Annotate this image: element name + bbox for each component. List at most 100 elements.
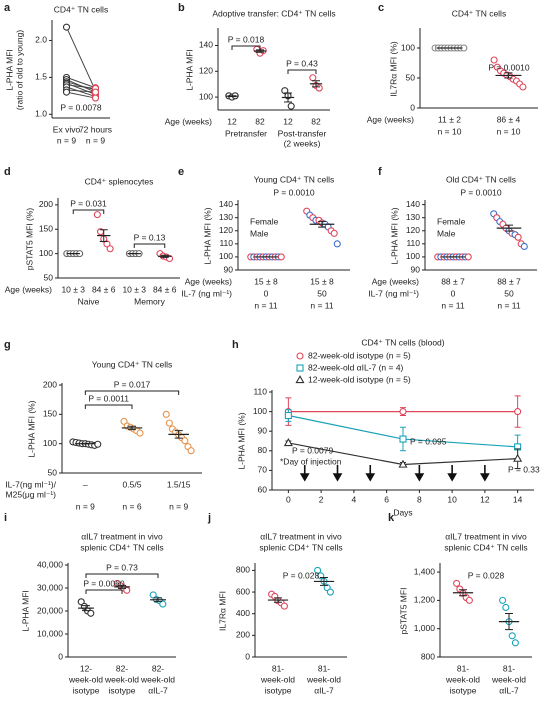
y-tick-label: 140 xyxy=(406,199,420,209)
data-point xyxy=(398,459,408,468)
y-tick-label: 0 xyxy=(410,102,415,112)
p-value: P = 0.028 xyxy=(283,570,320,580)
y-axis-label: IL7Rα MFI (%) xyxy=(388,41,398,97)
injection-arrow xyxy=(447,465,458,482)
sem-bar xyxy=(154,597,162,603)
y-axis-label: (ratio of old to young) xyxy=(14,30,24,110)
y-tick-label: 60 xyxy=(258,484,268,494)
sem-bar xyxy=(504,72,513,79)
row-cell: 12 xyxy=(283,116,293,126)
y-tick-label: 140 xyxy=(219,199,233,209)
category-label: 82- xyxy=(116,663,128,673)
data-point xyxy=(465,596,473,604)
panel-title: Young CD4⁺ TN cells xyxy=(92,359,173,369)
y-tick-label: 1.5 xyxy=(35,72,47,82)
sem-bar xyxy=(81,442,90,445)
y-tick-label: 1,200 xyxy=(414,595,436,605)
injection-arrow xyxy=(299,465,310,482)
category-label: week-old xyxy=(140,674,175,684)
p-value: P = 0.73 xyxy=(106,562,138,572)
panel-title: splenic CD4⁺ TN cells xyxy=(259,542,342,552)
pair-line xyxy=(66,91,96,99)
panel-letter: i xyxy=(4,512,7,524)
x-axis-label: Days xyxy=(393,507,412,517)
significance-bracket xyxy=(133,243,166,248)
panel-letter: h xyxy=(232,339,239,351)
category-label: 81- xyxy=(272,663,284,673)
panel-title: CD4⁺ TN cells xyxy=(54,4,108,14)
y-axis-label: IL7Rα MFI xyxy=(217,591,227,631)
category-label: week-old xyxy=(260,674,295,684)
row-cell: 0 xyxy=(451,288,456,298)
y-tick-label: 110 xyxy=(406,238,420,248)
row-cell: 11 ± 2 xyxy=(438,114,461,124)
pair-line xyxy=(66,26,96,91)
data-point xyxy=(120,417,128,425)
data-point xyxy=(453,579,461,587)
category-label: week-old xyxy=(104,674,139,684)
data-point xyxy=(136,429,144,437)
x-tick-label: 14 xyxy=(513,494,523,504)
legend-label: 12-week-old isotype (n = 5) xyxy=(308,374,411,384)
panel-letter: d xyxy=(4,166,11,178)
y-tick-label: 100 xyxy=(406,251,420,261)
y-tick-label: 130 xyxy=(406,212,420,222)
row-cell: n = 9 xyxy=(86,135,105,145)
data-point xyxy=(91,94,100,102)
injection-arrow xyxy=(365,465,376,482)
row-cell: n = 9 xyxy=(76,501,95,511)
sem-bar xyxy=(318,220,326,228)
y-axis-label: L-PHA MFI xyxy=(4,49,14,91)
category-label: 82- xyxy=(152,663,164,673)
data-point xyxy=(314,566,322,574)
y-tick-label: 140 xyxy=(199,40,213,50)
row-cell: 50 xyxy=(317,288,327,298)
row-cell: 82 xyxy=(255,116,265,126)
pair-line xyxy=(66,84,96,89)
category-label: week-old xyxy=(491,674,526,684)
p-value: P = 0.028 xyxy=(468,570,505,580)
y-tick-label: 400 xyxy=(236,608,250,618)
data-point xyxy=(502,603,510,612)
category-label: isotype xyxy=(73,685,100,695)
category-label: week-old xyxy=(306,674,341,684)
data-point xyxy=(499,596,507,604)
y-tick-label: 80 xyxy=(258,445,268,455)
panel-title: CD4⁺ TN cells (blood) xyxy=(361,337,444,347)
y-tick-label: 30,000 xyxy=(37,582,63,592)
y-tick-label: 150 xyxy=(43,409,57,419)
row-cell: 50 xyxy=(504,288,514,298)
row-cell: 12 xyxy=(227,116,237,126)
row-label: IL-7 (ng ml⁻¹) xyxy=(181,288,232,298)
data-point xyxy=(106,245,114,253)
y-tick-label: 120 xyxy=(199,66,213,76)
injection-arrow xyxy=(332,465,343,482)
x-tick-label: 10 xyxy=(447,494,457,504)
category-label: week-old xyxy=(445,674,480,684)
x-tick-label: 8 xyxy=(417,494,422,504)
significance-bracket xyxy=(72,209,105,214)
category-label: αIL-7 xyxy=(314,685,334,695)
y-tick-label: 50 xyxy=(44,272,54,282)
data-point xyxy=(93,211,101,219)
significance-bracket xyxy=(85,589,123,594)
data-point xyxy=(330,229,338,237)
y-tick-label: 50 xyxy=(406,72,416,82)
category-label: week-old xyxy=(68,674,103,684)
y-tick-label: 90 xyxy=(224,264,234,274)
category-label: 12- xyxy=(80,663,92,673)
p-value: P = 0.018 xyxy=(228,34,265,44)
panel-title: Old CD4⁺ TN cells xyxy=(446,174,516,184)
row-cell: n = 11 xyxy=(254,300,278,310)
data-point xyxy=(490,56,498,64)
row-label: IL-7(ng ml⁻¹)/ xyxy=(5,479,56,489)
panel-title: αIL7 treatment in vivo xyxy=(260,531,342,541)
y-tick-label: 200 xyxy=(43,379,57,389)
data-point xyxy=(165,419,173,427)
row-cell: 15 ± 8 xyxy=(310,276,334,286)
significance-bracket xyxy=(287,69,317,74)
y-axis-label: pSTAT5 MFI (%) xyxy=(24,208,34,271)
panel-title: αIL7 treatment in vivo xyxy=(81,531,163,541)
category-label: 81- xyxy=(503,663,515,673)
y-tick-label: 110 xyxy=(253,386,267,396)
